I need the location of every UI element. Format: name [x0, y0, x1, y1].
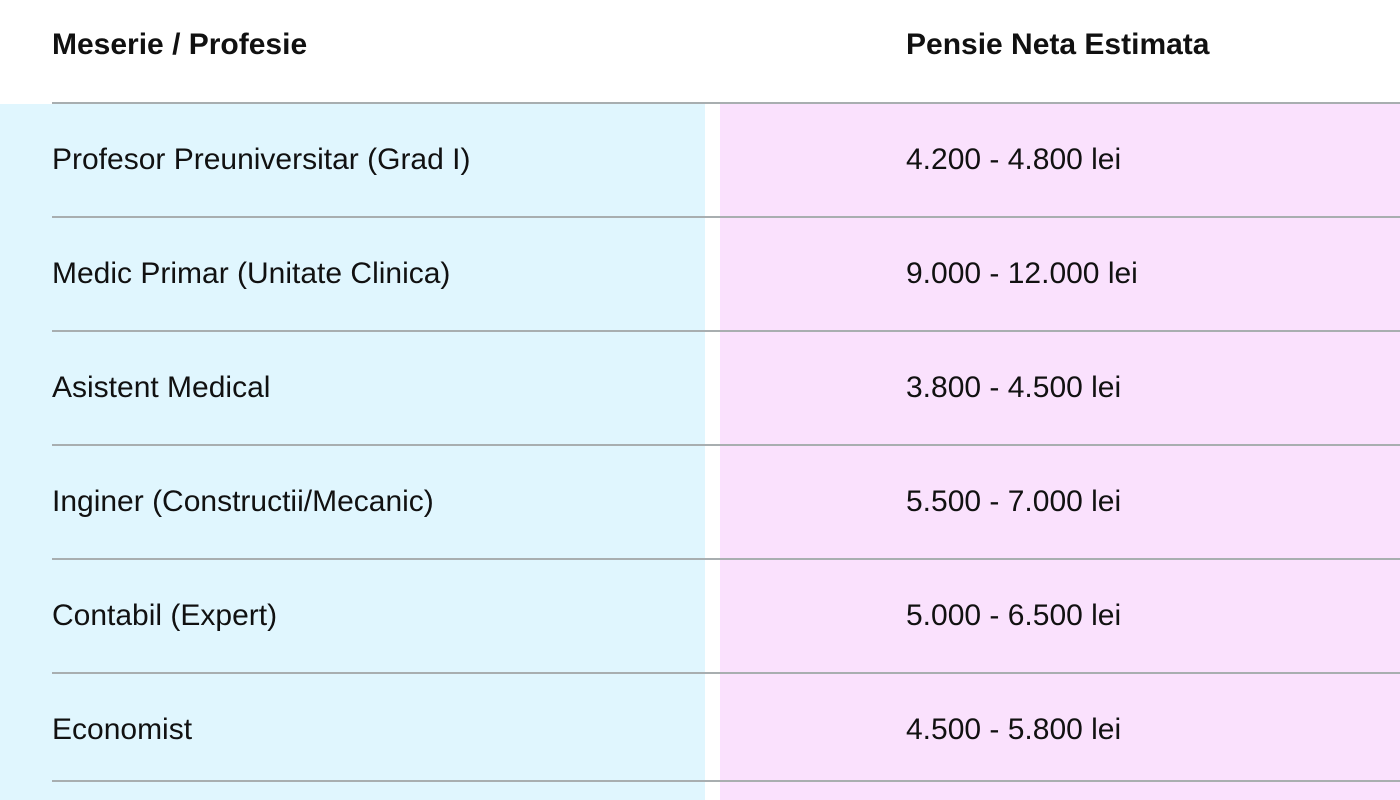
row-divider [52, 444, 1400, 446]
table-row: Inginer (Constructii/Mecanic) 5.500 - 7.0… [0, 446, 1400, 558]
profession-cell: Profesor Preuniversitar (Grad I) [52, 143, 471, 176]
pension-cell: 4.500 - 5.800 lei [906, 713, 1122, 746]
row-divider [52, 672, 1400, 674]
pension-cell: 4.200 - 4.800 lei [906, 143, 1122, 176]
pension-cell: 5.500 - 7.000 lei [906, 485, 1122, 518]
row-divider [52, 102, 1400, 104]
row-divider [52, 330, 1400, 332]
profession-cell: Economist [52, 713, 193, 746]
table-row: Economist 4.500 - 5.800 lei [0, 674, 1400, 786]
pension-cell: 3.800 - 4.500 lei [906, 371, 1122, 404]
row-divider [52, 216, 1400, 218]
header-pension: Pensie Neta Estimata [906, 28, 1210, 61]
table-row: Asistent Medical 3.800 - 4.500 lei [0, 332, 1400, 444]
table-row: Medic Primar (Unitate Clinica) 9.000 - 12… [0, 218, 1400, 330]
profession-cell: Asistent Medical [52, 371, 271, 404]
pension-cell: 5.000 - 6.500 lei [906, 599, 1122, 632]
row-divider [52, 558, 1400, 560]
profession-cell: Inginer (Constructii/Mecanic) [52, 485, 434, 518]
pension-cell: 9.000 - 12.000 lei [906, 257, 1138, 290]
profession-cell: Contabil (Expert) [52, 599, 278, 632]
profession-column-background [0, 104, 705, 800]
table-row: Profesor Preuniversitar (Grad I) 4.200 - … [0, 104, 1400, 216]
profession-cell: Medic Primar (Unitate Clinica) [52, 257, 451, 290]
row-divider [52, 780, 1400, 782]
pension-column-background [720, 104, 1400, 800]
header-profession: Meserie / Profesie [52, 28, 308, 61]
table-row: Contabil (Expert) 5.000 - 6.500 lei [0, 560, 1400, 672]
